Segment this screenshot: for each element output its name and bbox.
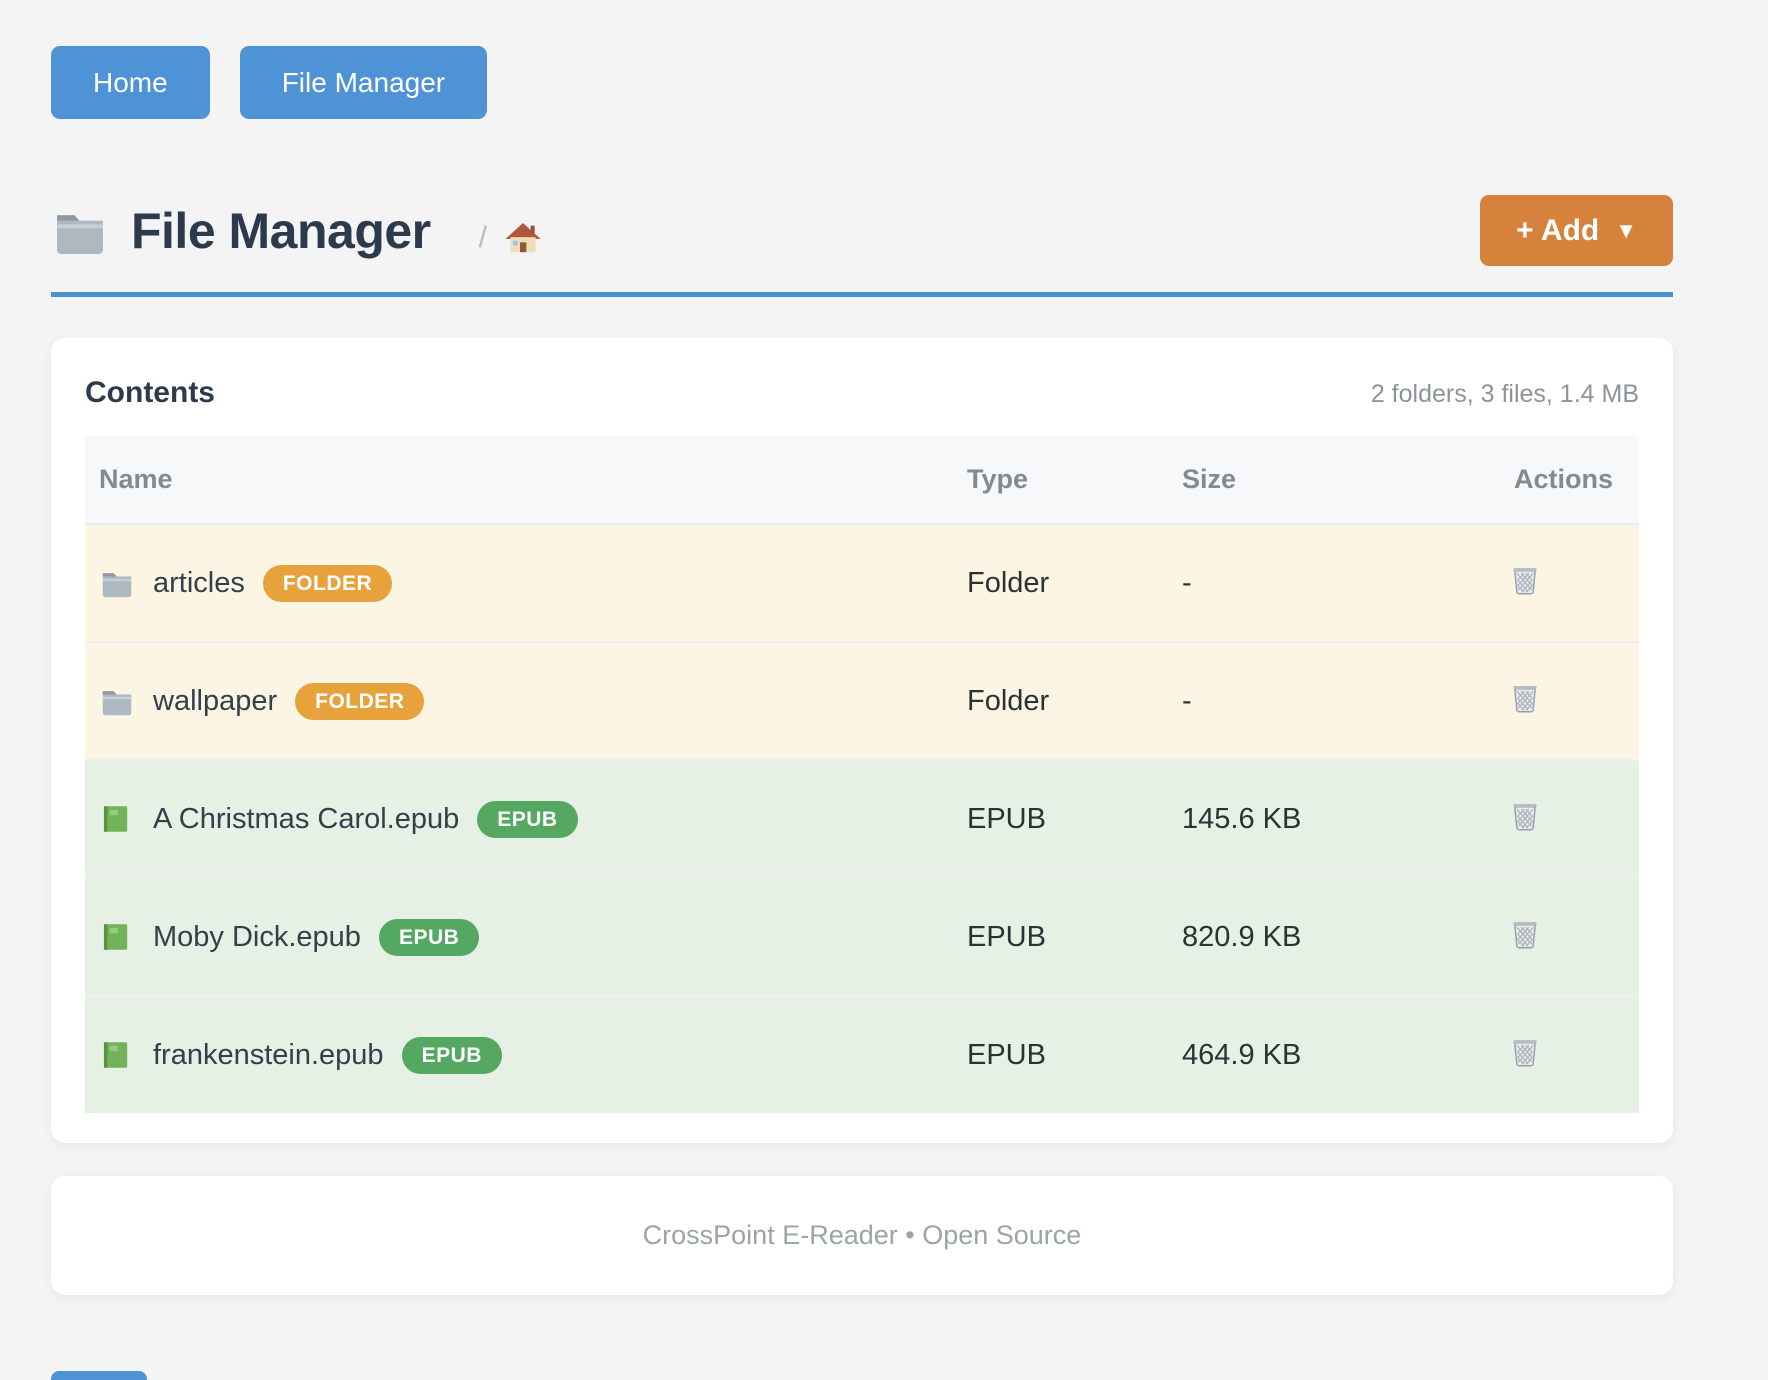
add-button-label: + Add	[1516, 213, 1600, 247]
table-row[interactable]: wallpaper FOLDER Folder -	[85, 641, 1639, 759]
book-icon	[99, 919, 135, 955]
trash-icon	[1507, 915, 1543, 951]
page-header: File Manager / + Add ▼	[51, 195, 1673, 266]
delete-button[interactable]	[1507, 1033, 1543, 1069]
entry-size: 464.9 KB	[1170, 995, 1410, 1113]
table-body: articles FOLDER Folder - wallpaper	[85, 523, 1639, 1113]
footer-card: CrossPoint E-Reader • Open Source	[51, 1176, 1673, 1295]
chevron-down-icon: ▼	[1615, 217, 1637, 243]
entry-size: -	[1170, 641, 1410, 759]
folder-icon	[99, 565, 135, 601]
house-icon[interactable]	[503, 218, 543, 258]
folder-icon	[51, 202, 109, 260]
contents-table: Name Type Size Actions articles FOLDER F…	[85, 436, 1639, 1113]
entry-size: 820.9 KB	[1170, 877, 1410, 995]
footer-text: CrossPoint E-Reader • Open Source	[642, 1220, 1082, 1250]
trash-icon	[1507, 797, 1543, 833]
entry-type-badge: FOLDER	[262, 564, 393, 602]
entry-type-badge: EPUB	[477, 800, 578, 838]
entry-type: EPUB	[955, 877, 1170, 995]
entry-name[interactable]: frankenstein.epub	[153, 1038, 384, 1071]
column-header-name: Name	[85, 436, 955, 523]
entry-type-badge: EPUB	[378, 918, 480, 956]
table-row[interactable]: A Christmas Carol.epub EPUB EPUB 145.6 K…	[85, 759, 1639, 877]
delete-button[interactable]	[1507, 915, 1543, 951]
breadcrumb: /	[479, 218, 543, 258]
column-header-type: Type	[955, 436, 1170, 523]
entry-name[interactable]: wallpaper	[153, 684, 278, 717]
entry-type: EPUB	[955, 995, 1170, 1113]
entry-name[interactable]: Moby Dick.epub	[153, 920, 361, 953]
table-row[interactable]: Moby Dick.epub EPUB EPUB 820.9 KB	[85, 877, 1639, 995]
entry-type: Folder	[955, 641, 1170, 759]
home-button[interactable]: Home	[51, 46, 210, 119]
top-nav: Home File Manager	[51, 0, 1673, 119]
file-manager-button[interactable]: File Manager	[239, 46, 488, 119]
table-header-row: Name Type Size Actions	[85, 436, 1639, 523]
delete-button[interactable]	[1507, 797, 1543, 833]
book-icon	[99, 1037, 135, 1073]
entry-size: 145.6 KB	[1170, 759, 1410, 877]
folder-icon	[99, 683, 135, 719]
contents-title: Contents	[85, 376, 215, 409]
table-row[interactable]: frankenstein.epub EPUB EPUB 464.9 KB	[85, 995, 1639, 1113]
partial-bottom-button[interactable]	[51, 1371, 147, 1380]
title-rule	[51, 292, 1673, 297]
column-header-size: Size	[1170, 436, 1410, 523]
column-header-actions: Actions	[1410, 436, 1639, 523]
trash-icon	[1507, 679, 1543, 715]
contents-card: Contents 2 folders, 3 files, 1.4 MB Name…	[51, 338, 1673, 1143]
trash-icon	[1507, 561, 1543, 597]
entry-name[interactable]: A Christmas Carol.epub	[153, 802, 460, 835]
entry-type-badge: FOLDER	[295, 682, 425, 720]
table-row[interactable]: articles FOLDER Folder -	[85, 523, 1639, 641]
entry-type: EPUB	[955, 759, 1170, 877]
delete-button[interactable]	[1507, 679, 1543, 715]
trash-icon	[1507, 1033, 1543, 1069]
page-title: File Manager	[131, 202, 431, 259]
breadcrumb-separator: /	[478, 220, 487, 254]
entry-type: Folder	[955, 523, 1170, 641]
entry-name[interactable]: articles	[153, 566, 245, 599]
add-button[interactable]: + Add ▼	[1480, 195, 1673, 266]
delete-button[interactable]	[1507, 561, 1543, 597]
entry-type-badge: EPUB	[401, 1036, 502, 1074]
entry-size: -	[1170, 523, 1410, 641]
contents-summary: 2 folders, 3 files, 1.4 MB	[1370, 380, 1639, 408]
book-icon	[99, 801, 135, 837]
